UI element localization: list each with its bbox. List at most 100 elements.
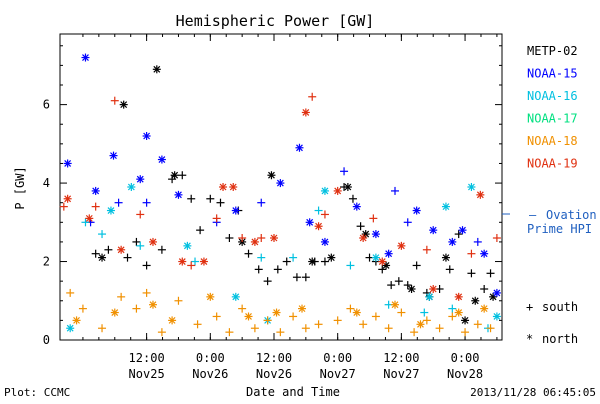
point-south-noaa-19	[59, 202, 68, 211]
point-north-noaa-18	[206, 292, 215, 301]
point-south-metp-02	[104, 245, 113, 254]
point-south-noaa-19	[369, 214, 378, 223]
point-north-noaa-19	[454, 292, 463, 301]
point-south-metp-02	[225, 234, 234, 242]
point-north-noaa-16	[371, 253, 380, 262]
point-south-metp-02	[132, 237, 141, 246]
point-south-metp-02	[454, 230, 463, 239]
data-points	[59, 53, 501, 337]
point-north-noaa-19	[229, 183, 238, 191]
point-south-noaa-19	[136, 210, 145, 219]
point-south-noaa-18	[346, 304, 355, 313]
x-tick-time-label: 0:00	[196, 351, 225, 365]
point-south-noaa-18	[193, 320, 202, 329]
point-south-metp-02	[467, 269, 476, 278]
point-south-metp-02	[216, 198, 225, 207]
point-south-noaa-18	[486, 324, 495, 333]
point-south-noaa-19	[257, 234, 266, 242]
point-south-noaa-18	[132, 304, 141, 313]
point-south-noaa-15	[391, 186, 400, 195]
x-axis: 12:00 Nov25 0:00 Nov26 12:00 Nov26 0:00 Nov27 12…	[82, 34, 498, 381]
point-north-noaa-15	[81, 53, 90, 62]
point-south-noaa-18	[212, 312, 221, 321]
point-north-noaa-19	[333, 186, 342, 195]
y-axis: 0 2 4 6	[43, 45, 502, 347]
footer-plot-credit: Plot: CCMC	[4, 386, 70, 399]
point-north-metp-02	[441, 253, 450, 262]
point-north-noaa-19	[148, 237, 157, 246]
point-north-noaa-15	[305, 218, 314, 227]
point-north-metp-02	[152, 65, 161, 74]
point-south-noaa-19	[212, 214, 221, 223]
point-south-metp-02	[486, 269, 495, 278]
point-north-noaa-16	[425, 292, 434, 301]
point-north-metp-02	[471, 296, 480, 305]
point-north-noaa-15	[458, 226, 467, 235]
point-north-noaa-15	[91, 186, 100, 195]
point-south-noaa-18	[276, 328, 285, 337]
ovation-label-line2: Prime HPI	[527, 222, 592, 236]
point-north-metp-02	[407, 285, 416, 293]
x-tick-time-label: 0:00	[451, 351, 480, 365]
point-south-noaa-16	[420, 308, 429, 317]
point-south-noaa-16	[448, 304, 457, 313]
point-north-noaa-15	[448, 237, 457, 246]
point-north-noaa-15	[320, 237, 329, 246]
point-south-noaa-18	[238, 304, 247, 313]
point-south-metp-02	[273, 265, 282, 274]
point-north-noaa-15	[142, 132, 151, 140]
point-south-noaa-19	[238, 234, 247, 242]
point-north-metp-02	[119, 100, 128, 109]
point-south-noaa-18	[384, 324, 393, 333]
point-south-noaa-16	[81, 218, 90, 227]
point-north-noaa-18	[72, 316, 81, 325]
point-south-noaa-15	[257, 198, 266, 207]
point-south-noaa-16	[314, 206, 323, 215]
x-tick-date-label: Nov26	[256, 367, 292, 381]
point-south-noaa-18	[157, 328, 166, 337]
point-north-noaa-15	[295, 143, 304, 152]
point-north-noaa-15	[352, 202, 361, 211]
point-south-noaa-18	[142, 288, 151, 297]
point-north-noaa-15	[174, 190, 183, 199]
point-south-noaa-18	[117, 292, 126, 301]
point-north-noaa-15	[429, 226, 438, 235]
legend: METP-02 NOAA-15 NOAA-16 NOAA-17 NOAA-18 NOAA-…	[527, 44, 578, 171]
point-south-metp-02	[91, 249, 100, 258]
point-north-noaa-16	[183, 241, 192, 250]
point-north-noaa-15	[157, 155, 166, 164]
point-south-noaa-15	[340, 167, 349, 176]
point-south-noaa-18	[397, 308, 406, 317]
point-north-noaa-15	[231, 206, 240, 215]
chart-title: Hemispheric Power [GW]	[176, 12, 375, 30]
point-south-noaa-16	[191, 257, 200, 266]
ovation-label-line1: Ovation	[546, 208, 597, 222]
point-north-noaa-18	[244, 312, 253, 321]
point-south-noaa-18	[225, 328, 234, 337]
legend-entry-noaa-15: NOAA-15	[527, 67, 578, 81]
x-tick-date-label: Nov26	[192, 367, 228, 381]
point-south-metp-02	[254, 265, 263, 274]
point-north-noaa-19	[429, 285, 438, 293]
point-south-metp-02	[178, 171, 187, 180]
point-north-noaa-19	[63, 194, 72, 203]
point-north-noaa-19	[359, 234, 368, 242]
x-tick-time-label: 12:00	[383, 351, 419, 365]
point-south-noaa-15	[473, 237, 482, 246]
legend-entry-noaa-18: NOAA-18	[527, 134, 578, 148]
south-marker-label: south	[542, 300, 578, 314]
legend-entry-noaa-17: NOAA-17	[527, 112, 578, 126]
ovation-marker: —	[529, 208, 537, 222]
legend-entry-noaa-19: NOAA-19	[527, 157, 578, 171]
point-south-noaa-18	[333, 316, 342, 325]
point-north-metp-02	[98, 253, 107, 262]
point-north-noaa-19	[269, 234, 278, 242]
point-south-metp-02	[263, 277, 272, 286]
point-south-noaa-19	[422, 245, 431, 254]
point-north-noaa-15	[371, 230, 380, 239]
point-south-metp-02	[445, 265, 454, 274]
point-north-metp-02	[461, 316, 470, 325]
point-north-noaa-16	[441, 202, 450, 211]
